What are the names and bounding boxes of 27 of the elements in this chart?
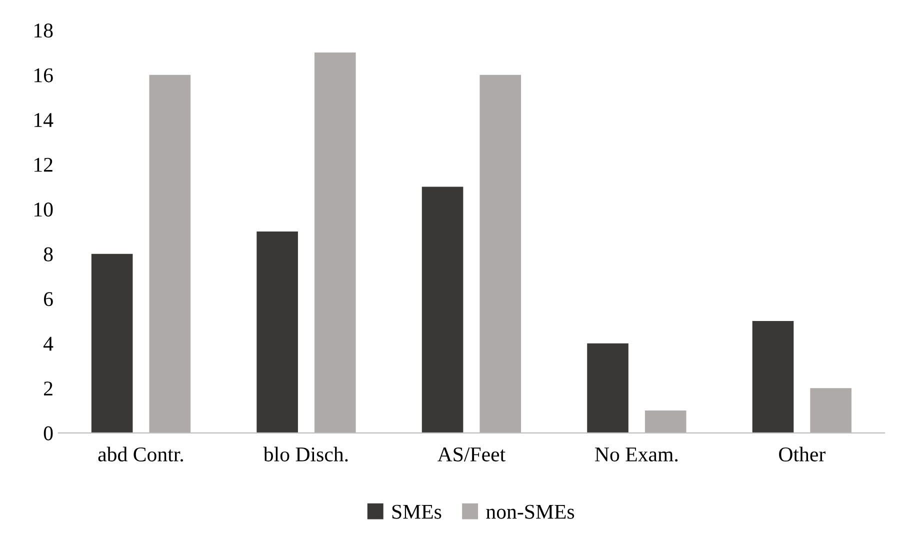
x-tick-label: AS/Feet [438,447,506,462]
y-tick-label: 18 [34,24,53,38]
x-tick-label: Other [779,446,826,462]
y-tick-label: 8 [44,247,53,262]
y-tick-label: 0 [44,426,53,440]
bar [422,186,464,433]
bar [644,410,686,433]
x-tick-label: blo Disch. [263,446,348,462]
y-tick-label: 6 [44,292,53,306]
y-tick-label: 2 [44,382,52,396]
legend-label: SMEs [392,504,442,519]
y-tick-label: 16 [34,68,53,82]
bar [752,321,794,433]
bar [587,343,628,433]
y-tick-label: 14 [34,113,54,127]
y-tick-label: 12 [34,158,52,172]
bar [91,254,133,433]
bar [149,74,191,433]
y-tick-label: 10 [34,202,53,217]
x-tick-label: No Exam. [595,448,678,462]
y-tick-label: 4 [44,336,54,351]
legend-label: non-SMEs [486,504,574,519]
bar [480,74,522,433]
bar [256,232,298,433]
bar [810,388,852,433]
x-tick-label: abd Contr. [98,446,184,462]
bar [314,52,356,433]
